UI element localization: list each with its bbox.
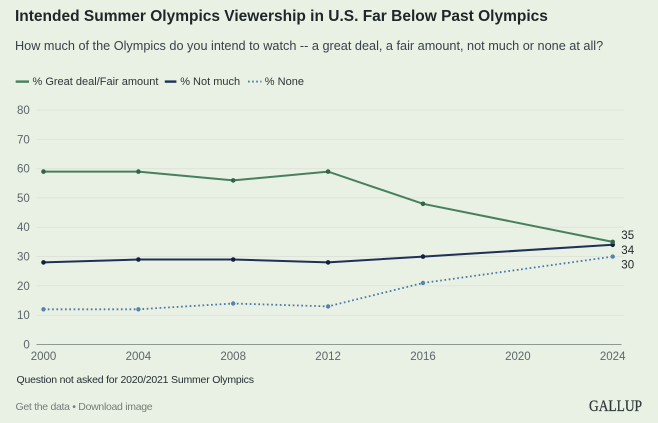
svg-text:2000: 2000 xyxy=(31,351,57,363)
svg-text:70: 70 xyxy=(17,134,30,146)
svg-text:60: 60 xyxy=(17,164,30,176)
svg-text:10: 10 xyxy=(17,310,30,322)
svg-text:34: 34 xyxy=(621,245,634,257)
svg-text:0: 0 xyxy=(23,340,29,352)
svg-text:2008: 2008 xyxy=(220,351,246,363)
svg-text:2012: 2012 xyxy=(315,351,341,363)
svg-text:35: 35 xyxy=(621,230,634,242)
svg-text:2024: 2024 xyxy=(600,351,626,363)
svg-text:2004: 2004 xyxy=(126,351,152,363)
svg-text:80: 80 xyxy=(17,105,30,117)
svg-text:40: 40 xyxy=(17,222,30,234)
svg-text:20: 20 xyxy=(17,281,30,293)
svg-text:2016: 2016 xyxy=(410,351,436,363)
svg-text:30: 30 xyxy=(621,259,634,271)
svg-text:50: 50 xyxy=(17,193,30,205)
svg-text:2020: 2020 xyxy=(505,351,531,363)
svg-text:30: 30 xyxy=(17,252,30,264)
